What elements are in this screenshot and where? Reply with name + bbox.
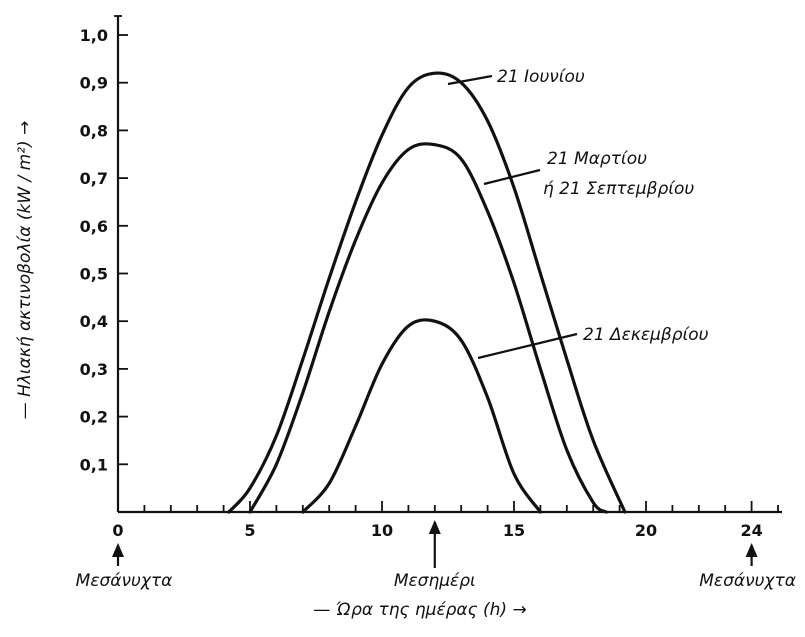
x-tick-label: 20 [635,521,657,540]
series-line-1 [227,71,627,514]
y-tick-label: 0,5 [80,265,108,284]
series-pointer-2 [483,168,541,186]
series-line-3 [301,318,542,514]
y-tick-label: 0,8 [80,121,108,140]
series-pointer-1 [447,74,493,86]
series-label-2: 21 Μαρτίου [547,149,647,169]
series-label-2: ή 21 Σεπτεμβρίου [543,179,694,199]
time-annotations: Μεσάνυχτα Μεσημέρι Μεσάνυχτα [76,520,796,591]
y-tick-label: 0,3 [80,360,108,379]
series-labels: 21 Ιουνίου 21 Μαρτίου ή 21 Σεπτεμβρίου 21 Δ… [497,67,709,345]
y-tick-label: 0,4 [80,312,108,331]
x-tick-label: 0 [112,521,123,540]
series-pointer-3 [477,332,578,360]
x-axis-title: — Ώρα της ημέρας (h) → [313,600,526,620]
annotation-arrow-head [112,543,124,557]
time-annotation: Μεσάνυχτα [699,571,796,591]
x-tick-label: 24 [740,521,762,540]
annotation-arrow-head [745,543,758,557]
series-label-pointers [447,74,578,360]
y-tick-label: 0,7 [80,169,108,188]
annotation-arrow-head [428,520,441,534]
x-axis-ticks: 0 5 10 15 20 24 [112,501,779,540]
time-annotation: Μεσάνυχτα [76,571,173,591]
series-label-1: 21 Ιουνίου [497,67,585,87]
y-axis-ticks: 0,1 0,2 0,3 0,4 0,5 0,6 0,7 0,8 0,9 1,0 [80,15,128,474]
x-tick-label: 5 [244,521,255,540]
y-tick-label: 0,6 [80,217,108,236]
y-tick-label: 0,2 [80,408,108,427]
series-layer [227,71,627,514]
y-tick-label: 1,0 [80,26,108,45]
series-label-3: 21 Δεκεμβρίου [583,325,709,345]
x-tick-label: 15 [503,521,525,540]
y-axis-title: — Ηλιακή ακτινοβολία (kW / m²) → [15,121,35,420]
time-annotation: Μεσημέρι [394,571,476,591]
y-tick-label: 0,9 [80,74,108,93]
series-line-2 [248,142,608,514]
x-tick-label: 10 [371,521,393,540]
y-tick-label: 0,1 [80,455,108,474]
